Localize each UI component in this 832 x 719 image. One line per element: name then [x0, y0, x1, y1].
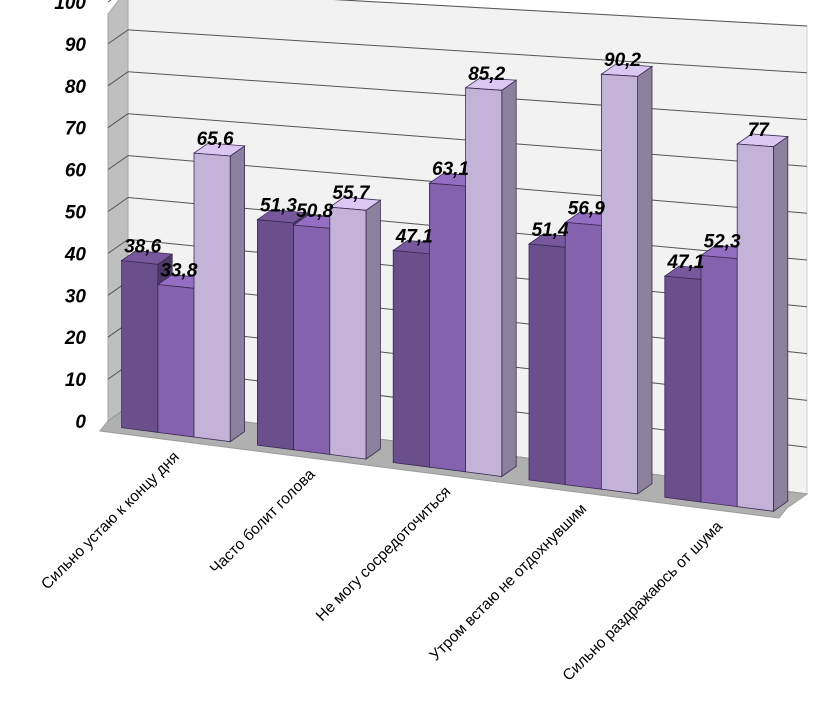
- data-label: 56,9: [568, 198, 605, 219]
- y-axis-ticks: 0 10 20 30 40 50 60 70 80 90 100: [54, 0, 86, 433]
- bar-front: [428, 182, 467, 473]
- data-label: 65,6: [197, 129, 234, 150]
- data-label: 77: [748, 120, 771, 141]
- y-tick-label: 90: [65, 35, 87, 56]
- bar-side: [773, 135, 789, 513]
- bar-front: [121, 260, 159, 433]
- bar-front: [601, 73, 638, 495]
- gridline-side: [107, 113, 129, 129]
- y-tick-label: 30: [65, 286, 87, 307]
- y-tick-label: 50: [65, 203, 87, 224]
- gridline-side: [107, 29, 129, 45]
- data-label: 38,6: [124, 237, 161, 258]
- bar-front: [392, 250, 430, 468]
- bar: [736, 133, 789, 513]
- bar-front: [664, 275, 702, 503]
- data-label: 55,7: [332, 183, 370, 204]
- category-label: Сильно устаю к концу дня: [38, 449, 183, 594]
- bar-front: [564, 221, 602, 490]
- bar-front: [329, 206, 367, 460]
- bar-front: [528, 243, 566, 486]
- bar-side: [365, 199, 381, 460]
- bar-side: [637, 65, 653, 495]
- bar-side: [501, 79, 517, 478]
- data-label: 85,2: [468, 64, 505, 85]
- data-label: 33,8: [160, 261, 197, 282]
- data-label: 63,1: [432, 159, 469, 180]
- data-label: 51,4: [532, 220, 569, 241]
- y-tick-label: 10: [65, 370, 87, 391]
- data-label: 47,1: [666, 252, 704, 273]
- gridline-side: [107, 238, 129, 254]
- data-labels: 38,6 33,8 65,6 51,3 50,855,7 47,1 63,1 85,2 51,4…: [124, 50, 770, 281]
- category-label: Сильно раздражаюсь от шума: [560, 518, 727, 685]
- data-label: 51,3: [260, 196, 297, 217]
- bar-front: [157, 284, 195, 438]
- y-tick-label: 20: [64, 328, 87, 349]
- category-label: Часто болит голова: [207, 466, 319, 578]
- gridline: [127, 29, 808, 74]
- data-label: 90,2: [604, 50, 641, 71]
- y-tick-label: 100: [54, 0, 86, 14]
- gridline: [333, 0, 808, 27]
- bar-front: [256, 219, 295, 451]
- y-tick-label: 40: [64, 244, 87, 265]
- bar-front: [293, 224, 331, 455]
- bar-front: [736, 143, 774, 512]
- bar: [464, 77, 518, 478]
- y-tick-label: 70: [65, 119, 87, 140]
- y-tick-label: 60: [65, 161, 87, 182]
- y-tick-label: 80: [65, 77, 87, 98]
- gridline-side: [107, 71, 129, 87]
- bars: [120, 63, 789, 513]
- bar-front: [700, 255, 738, 508]
- data-label: 50,8: [296, 201, 333, 222]
- category-label: Утром встаю не отдохнувшим: [427, 501, 591, 665]
- gridline-side: [107, 155, 129, 171]
- bar-side: [229, 145, 246, 443]
- bar: [600, 63, 654, 495]
- bar-front: [193, 152, 231, 443]
- category-label: Не могу сосредоточиться: [313, 483, 454, 624]
- bar: [328, 196, 382, 460]
- data-label: 52,3: [704, 231, 741, 252]
- bar: [192, 142, 246, 443]
- y-tick-label: 0: [75, 412, 86, 433]
- data-label: 47,1: [395, 226, 433, 247]
- gridline-side: [107, 197, 129, 212]
- bar-front: [465, 87, 503, 477]
